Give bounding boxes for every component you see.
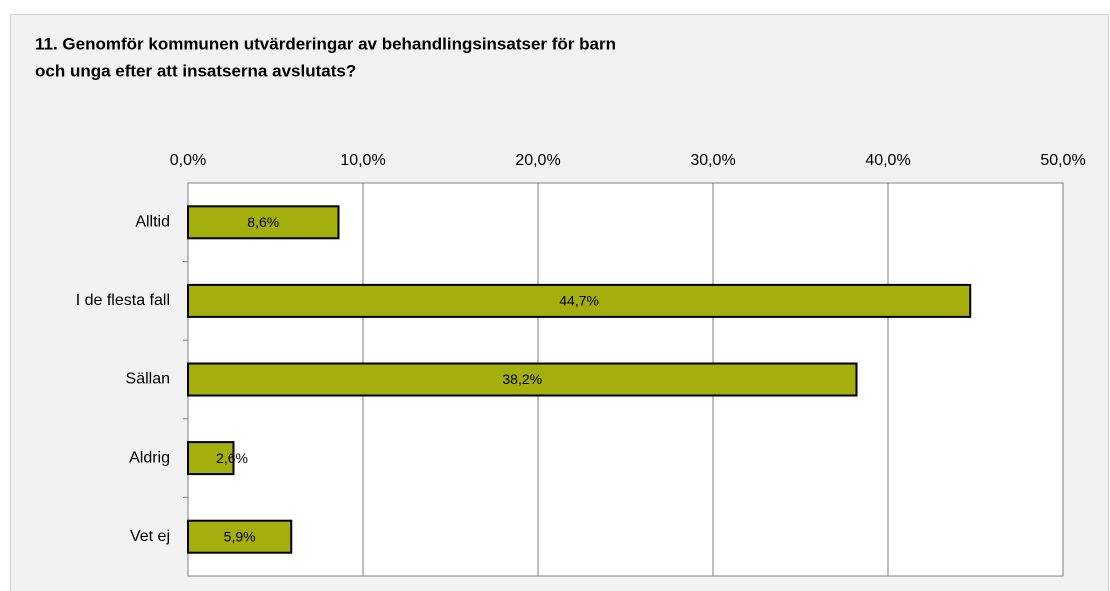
data-label: 5,9% [224, 528, 256, 544]
bar [187, 362, 858, 397]
y-tick-label: Vet ej [130, 528, 170, 545]
y-tick-label: Alltid [135, 214, 170, 231]
x-tick-label: 0,0% [170, 152, 206, 169]
chart-title: 11. Genomför kommunen utvärderingar av b… [35, 34, 616, 53]
bar [187, 441, 235, 476]
x-tick-label: 20,0% [515, 152, 560, 169]
y-tick-label: Aldrig [129, 449, 170, 466]
data-label: 44,7% [559, 293, 599, 309]
x-tick-label: 30,0% [690, 152, 735, 169]
x-tick-label: 10,0% [340, 152, 385, 169]
bar [187, 283, 972, 318]
y-tick-label: Sällan [126, 371, 170, 388]
data-label: 38,2% [502, 371, 542, 387]
x-tick-label: 50,0% [1040, 152, 1085, 169]
data-label: 8,6% [247, 214, 279, 230]
chart-title: och unga efter att insatserna avslutats? [35, 61, 356, 80]
y-tick-label: I de flesta fall [76, 292, 170, 309]
x-tick-label: 40,0% [865, 152, 910, 169]
bar [187, 519, 293, 554]
bar [187, 205, 340, 240]
data-label: 2,6% [216, 450, 248, 466]
